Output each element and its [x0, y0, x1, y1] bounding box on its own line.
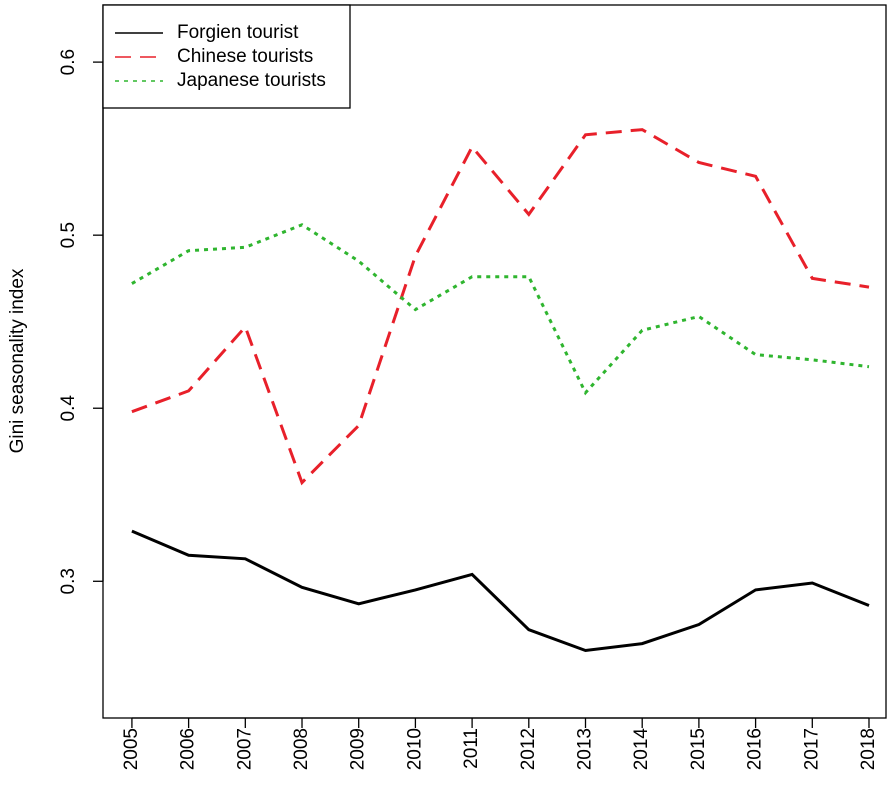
- x-tick-label: 2015: [688, 728, 709, 770]
- series-line: [131, 529, 870, 653]
- y-tick-label: 0.3: [58, 568, 79, 594]
- legend-label: Chinese tourists: [177, 46, 313, 67]
- x-tick-label: 2006: [178, 728, 199, 770]
- legend-label: Forgien tourist: [177, 22, 299, 43]
- x-tick-label: 2010: [404, 728, 425, 770]
- plot-frame: [102, 4, 887, 719]
- x-tick-label: 2005: [121, 728, 142, 770]
- y-axis-label: Gini seasonality index: [7, 268, 28, 453]
- x-tick-label: 2013: [575, 728, 596, 770]
- x-tick-label: 2011: [461, 728, 482, 769]
- x-tick-label: 2014: [631, 728, 652, 771]
- x-tick-label: 2012: [518, 728, 539, 770]
- x-tick-label: 2017: [801, 728, 822, 770]
- x-tick-label: 2008: [291, 728, 312, 770]
- y-tick-label: 0.6: [58, 49, 79, 75]
- x-tick-label: 2018: [858, 728, 879, 770]
- series-line: [131, 223, 870, 396]
- legend-label: Japanese tourists: [177, 70, 326, 91]
- x-tick-label: 2016: [745, 728, 766, 770]
- y-tick-label: 0.4: [58, 395, 79, 422]
- y-tick-label: 0.5: [58, 222, 79, 248]
- series-line: [131, 128, 870, 486]
- x-tick-label: 2009: [348, 728, 369, 770]
- x-tick-label: 2007: [234, 728, 255, 770]
- legend: Forgien tourist Chinese tourists Japanese …: [102, 4, 351, 109]
